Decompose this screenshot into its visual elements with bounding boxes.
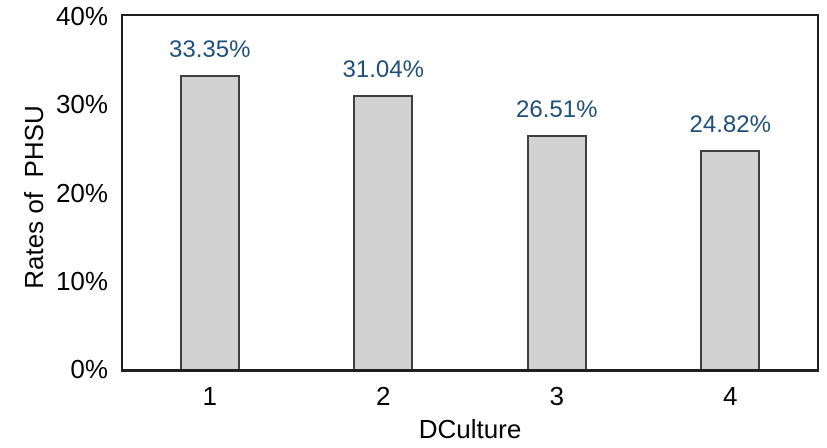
bar-value-label: 31.04% (342, 56, 424, 83)
bar-value-label: 26.51% (516, 96, 598, 123)
y-tick-label: 0% (70, 354, 108, 384)
x-tick-label: 3 (549, 381, 564, 411)
bar (526, 135, 587, 369)
plot-area: 33.35% 31.04% 26.51% 24.82% (123, 16, 817, 369)
bar (353, 95, 414, 369)
x-tick-label: 1 (202, 381, 217, 411)
bar-value-label: 33.35% (169, 36, 251, 63)
bar (179, 75, 240, 369)
y-tick-label: 40% (55, 1, 108, 31)
y-tick-label: 20% (55, 177, 108, 208)
bar-value-label: 24.82% (689, 111, 771, 138)
bar (700, 150, 761, 369)
y-tick-label: 30% (55, 89, 108, 120)
x-axis-title: DCulture (418, 414, 522, 444)
x-tick-label: 2 (376, 381, 391, 411)
x-tick-label: 4 (723, 381, 738, 411)
y-tick-label: 10% (55, 265, 108, 296)
